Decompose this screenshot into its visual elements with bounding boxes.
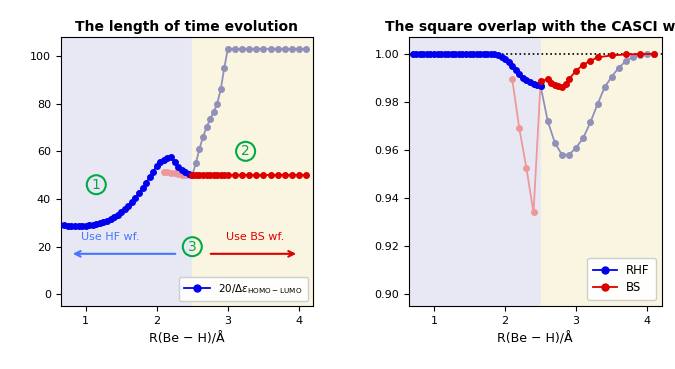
Text: 3: 3 (188, 240, 196, 254)
Bar (61, 37, 192, 306)
Text: Use BS wf.: Use BS wf. (225, 232, 284, 242)
Title: The length of time evolution: The length of time evolution (76, 20, 298, 34)
Legend: 20/$\Delta\varepsilon_{\mathrm{HOMO}-\mathrm{LUMO}}$: 20/$\Delta\varepsilon_{\mathrm{HOMO}-\ma… (179, 277, 308, 301)
X-axis label: R(Be − H)/Å: R(Be − H)/Å (149, 332, 225, 345)
Bar (192, 37, 313, 306)
Title: The square overlap with the CASCI wf.: The square overlap with the CASCI wf. (385, 20, 675, 34)
Bar (541, 37, 662, 306)
Bar (409, 37, 541, 306)
Text: Use HF wf.: Use HF wf. (81, 232, 140, 242)
Legend: RHF, BS: RHF, BS (587, 258, 655, 300)
Text: 2: 2 (241, 144, 250, 158)
Text: 1: 1 (92, 178, 101, 192)
X-axis label: R(Be − H)/Å: R(Be − H)/Å (497, 332, 573, 345)
